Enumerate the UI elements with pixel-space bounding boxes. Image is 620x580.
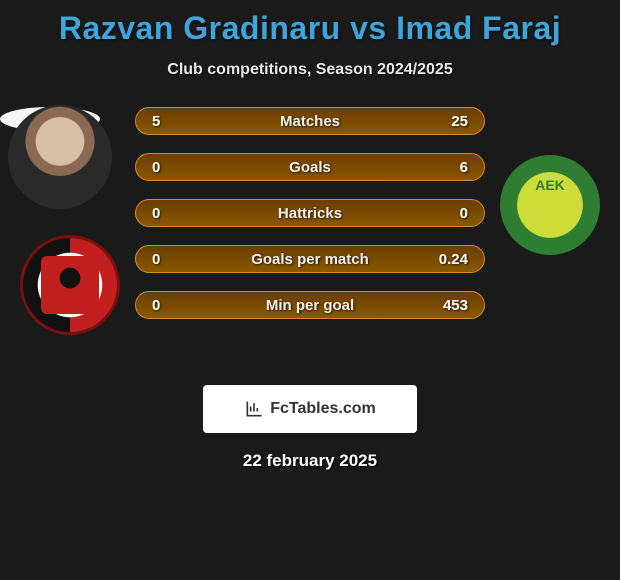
- attribution-badge: FcTables.com: [203, 385, 417, 433]
- page-title: Razvan Gradinaru vs Imad Faraj: [0, 10, 620, 47]
- stat-left-value: 0: [152, 251, 160, 268]
- stat-left-value: 5: [152, 113, 160, 130]
- stat-right-value: 6: [460, 159, 468, 176]
- club-left-badge: [20, 235, 120, 335]
- attribution-text: FcTables.com: [270, 400, 376, 418]
- stat-row: 0 Min per goal 453: [135, 291, 485, 319]
- stat-right-value: 25: [451, 113, 468, 130]
- stat-label: Goals per match: [136, 251, 484, 268]
- stat-label: Goals: [136, 159, 484, 176]
- stat-left-value: 0: [152, 159, 160, 176]
- stat-right-value: 453: [443, 297, 468, 314]
- stat-left-value: 0: [152, 297, 160, 314]
- subtitle: Club competitions, Season 2024/2025: [0, 61, 620, 79]
- stat-row: 0 Hattricks 0: [135, 199, 485, 227]
- stat-right-value: 0.24: [439, 251, 468, 268]
- stat-label: Hattricks: [136, 205, 484, 222]
- chart-icon: [244, 399, 264, 419]
- stat-left-value: 0: [152, 205, 160, 222]
- stat-row: 5 Matches 25: [135, 107, 485, 135]
- comparison-card: Razvan Gradinaru vs Imad Faraj Club comp…: [0, 0, 620, 471]
- stat-right-value: 0: [460, 205, 468, 222]
- date-text: 22 february 2025: [0, 451, 620, 471]
- stat-row: 0 Goals 6: [135, 153, 485, 181]
- stat-row: 0 Goals per match 0.24: [135, 245, 485, 273]
- stat-label: Matches: [136, 113, 484, 130]
- main-area: 5 Matches 25 0 Goals 6 0 Hattricks 0 0 G…: [0, 107, 620, 367]
- stats-bars: 5 Matches 25 0 Goals 6 0 Hattricks 0 0 G…: [135, 107, 485, 337]
- club-right-badge: [500, 155, 600, 255]
- stat-label: Min per goal: [136, 297, 484, 314]
- player-left-avatar: [8, 105, 112, 209]
